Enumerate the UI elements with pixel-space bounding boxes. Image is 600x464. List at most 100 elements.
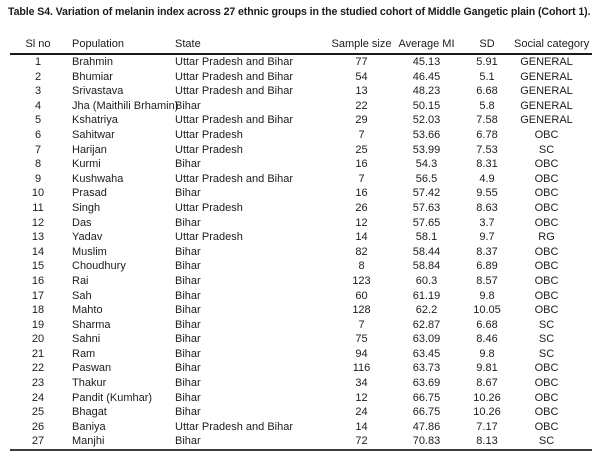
- table-row: 11 Singh Uttar Pradesh 26 57.63 8.63 OBC: [10, 201, 592, 216]
- cell-sample-size: 24: [355, 406, 368, 419]
- cell-sl-no: 8: [34, 158, 42, 171]
- cell-sample-size: 22: [355, 99, 368, 112]
- cell-social-category: SC: [538, 143, 555, 156]
- cell-sd: 7.58: [476, 114, 498, 127]
- cell-population: Manjhi: [66, 434, 168, 452]
- cell-state: Uttar Pradesh and Bihar: [175, 114, 294, 127]
- cell-average-mi: 54.3: [415, 158, 438, 171]
- table-row: 3 Srivastava Uttar Pradesh and Bihar 13 48.2…: [10, 84, 592, 99]
- cell-sl-no: 17: [31, 289, 45, 302]
- cell-sl-no: 13: [31, 231, 45, 244]
- cell-average-mi: 62.87: [412, 318, 441, 331]
- cell-social-category: SC: [538, 347, 555, 360]
- table-header: Sl no Population State Sample size Avera…: [10, 32, 592, 55]
- cell-average-mi: 60.3: [415, 274, 438, 287]
- cell-sl-no: 23: [31, 377, 45, 390]
- cell-population: Harijan: [72, 143, 107, 156]
- cell-sample-size: 123: [352, 274, 371, 287]
- cell-sample-size: 12: [355, 216, 368, 229]
- cell-sl-no: 4: [34, 99, 42, 112]
- cell-social-category: SC: [538, 318, 555, 331]
- cell-sample-size: 26: [355, 201, 368, 214]
- cell-average-mi: 63.45: [412, 347, 441, 360]
- table-title: Table S4. Variation of melanin index acr…: [8, 6, 591, 18]
- cell-sample-size: 14: [355, 231, 368, 244]
- cell-social-category: RG: [538, 231, 555, 244]
- cell-state: Uttar Pradesh and Bihar: [175, 172, 294, 185]
- table-row: 12 Das Bihar 12 57.65 3.7 OBC: [10, 216, 592, 231]
- cell-average-mi: 62.2: [415, 304, 438, 317]
- cell-sample-size: 75: [355, 333, 368, 346]
- cell-population: Muslim: [72, 245, 107, 258]
- cell-sample-size: 34: [355, 377, 368, 390]
- cell-sample-size: 7: [358, 172, 365, 185]
- cell-social-category: OBC: [534, 406, 559, 419]
- cell-average-mi: 48.23: [412, 85, 441, 98]
- cell-population: Mahto: [72, 304, 103, 317]
- cell-sample-size: 116: [352, 362, 371, 375]
- cell-state: Bihar: [175, 274, 201, 287]
- cell-sl-no: 12: [31, 216, 45, 229]
- cell-population: Sahni: [72, 333, 101, 346]
- cell-sl-no: 1: [34, 56, 42, 68]
- cell-sample-size: 72: [330, 434, 393, 452]
- table-row: 5 Kshatriya Uttar Pradesh and Bihar 29 52.03…: [10, 113, 592, 128]
- cell-sd: 5.8: [479, 99, 495, 112]
- cell-state: Uttar Pradesh: [175, 128, 243, 141]
- cell-sl-no: 21: [31, 347, 45, 360]
- cell-sl-no: 22: [31, 362, 45, 375]
- cell-state: Bihar: [175, 187, 201, 200]
- melanin-index-table: Sl no Population State Sample size Avera…: [10, 32, 592, 452]
- cell-social-category: OBC: [534, 201, 559, 214]
- cell-state: Bihar: [175, 289, 201, 302]
- cell-sd: 8.37: [476, 245, 498, 258]
- table-row: 23 Thakur Bihar 34 63.69 8.67 OBC: [10, 376, 592, 391]
- cell-sample-size: 8: [358, 260, 365, 273]
- cell-state: Bihar: [175, 391, 201, 404]
- cell-population: Bhumiar: [72, 70, 113, 83]
- cell-sd: 9.8: [479, 347, 495, 360]
- cell-state: Uttar Pradesh: [175, 201, 243, 214]
- cell-sample-size: 29: [355, 114, 368, 127]
- cell-average-mi: 66.75: [412, 391, 441, 404]
- table-row: 17 Sah Bihar 60 61.19 9.8 OBC: [10, 289, 592, 304]
- cell-social-category: OBC: [534, 377, 559, 390]
- cell-sd: 8.67: [476, 377, 498, 390]
- cell-state: Bihar: [175, 216, 201, 229]
- cell-sd: 9.55: [476, 187, 498, 200]
- cell-average-mi: 63.69: [412, 377, 441, 390]
- cell-sd: 6.89: [476, 260, 498, 273]
- cell-population: Kshatriya: [72, 114, 118, 127]
- cell-population: Sah: [72, 289, 92, 302]
- cell-social-category: OBC: [534, 260, 559, 273]
- cell-social-category: OBC: [534, 304, 559, 317]
- cell-sample-size: 94: [355, 347, 368, 360]
- cell-social-category: GENERAL: [520, 56, 573, 68]
- cell-sl-no: 7: [34, 143, 42, 156]
- header-row: Sl no Population State Sample size Avera…: [10, 32, 592, 55]
- cell-average-mi: 63.73: [412, 362, 441, 375]
- cell-state: Uttar Pradesh: [175, 143, 243, 156]
- cell-social-category: OBC: [534, 274, 559, 287]
- cell-social-category: SC: [514, 434, 592, 452]
- table-row: 10 Prasad Bihar 16 57.42 9.55 OBC: [10, 186, 592, 201]
- table-row: 2 Bhumiar Uttar Pradesh and Bihar 54 46.45 5.…: [10, 70, 592, 85]
- cell-social-category: OBC: [534, 420, 559, 433]
- cell-sample-size: 7: [358, 318, 365, 331]
- cell-social-category: GENERAL: [520, 70, 573, 83]
- header-social-category: Social category: [514, 32, 592, 55]
- cell-population: Paswan: [72, 362, 112, 375]
- cell-state: Bihar: [175, 347, 201, 360]
- cell-sl-no: 6: [34, 128, 42, 141]
- cell-average-mi: 57.42: [412, 187, 441, 200]
- table-row: 21 Ram Bihar 94 63.45 9.8 SC: [10, 347, 592, 362]
- cell-average-mi: 56.5: [415, 172, 438, 185]
- cell-average-mi: 63.09: [412, 333, 441, 346]
- cell-sl-no: 27: [10, 434, 66, 452]
- cell-sample-size: 13: [355, 85, 368, 98]
- cell-state: Bihar: [175, 377, 201, 390]
- cell-sample-size: 82: [355, 245, 368, 258]
- table-row: 7 Harijan Uttar Pradesh 25 53.99 7.53 SC: [10, 143, 592, 158]
- cell-state: Uttar Pradesh and Bihar: [175, 70, 294, 83]
- cell-state: Bihar: [175, 245, 201, 258]
